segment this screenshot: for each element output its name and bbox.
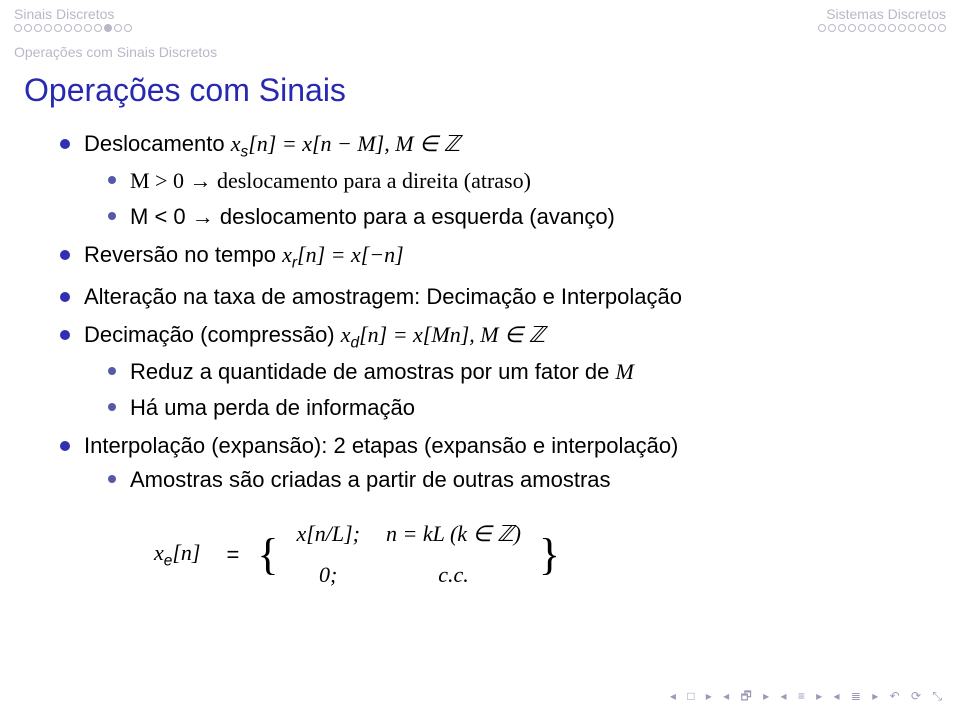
- equation-block: xe[n] = { x[n/L]; n = kL (k ∈ ℤ) } 0; c.…: [140, 513, 566, 595]
- eq-sign: =: [214, 515, 251, 593]
- subbullet-perda: Há uma perda de informação: [108, 391, 912, 425]
- subbullet-avanco: M < 0 → deslocamento para a esquerda (av…: [108, 200, 912, 234]
- bullet-interpolacao: Interpolação (expansão): 2 etapas (expan…: [60, 429, 912, 497]
- slide-content: Deslocamento xs[n] = x[n − M], M ∈ ℤ M >…: [0, 127, 960, 596]
- brace-right: }: [535, 515, 564, 593]
- progress-right: [818, 24, 946, 32]
- slide-header: Sinais Discretos Sistemas Discretos: [0, 0, 960, 24]
- bullet-deslocamento: Deslocamento xs[n] = x[n − M], M ∈ ℤ M >…: [60, 127, 912, 234]
- eq-case2-left: 0;: [284, 556, 372, 594]
- progress-row: [0, 24, 960, 36]
- eq-case1-left: x[n/L];: [284, 515, 372, 553]
- subbullet-atraso: M > 0 → deslocamento para a direita (atr…: [108, 164, 912, 198]
- brace-left: {: [253, 515, 282, 593]
- subbullet-reduz: Reduz a quantidade de amostras por um fa…: [108, 355, 912, 389]
- bullet-reversao: Reversão no tempo xr[n] = x[−n]: [60, 238, 912, 275]
- bullet-decimacao: Decimação (compressão) xd[n] = x[Mn], M …: [60, 318, 912, 425]
- slide-title: Operações com Sinais: [0, 64, 960, 127]
- eq-lhs: xe[n]: [142, 515, 212, 593]
- beamer-nav-icons[interactable]: ◂ □ ▸ ◂ 🗗 ▸ ◂ ≡ ▸ ◂ ≣ ▸ ↶ ⟳ ⤡: [670, 687, 946, 708]
- header-left: Sinais Discretos: [14, 6, 114, 22]
- subbullet-amostras: Amostras são criadas a partir de outras …: [108, 463, 912, 497]
- bullet-alteracao: Alteração na taxa de amostragem: Decimaç…: [60, 280, 912, 314]
- progress-left: [14, 24, 132, 32]
- eq-case1-right: n = kL (k ∈ ℤ): [374, 515, 533, 553]
- eq-case2-right: c.c.: [374, 556, 533, 594]
- header-right: Sistemas Discretos: [826, 6, 946, 22]
- slide-subheader: Operações com Sinais Discretos: [0, 36, 960, 64]
